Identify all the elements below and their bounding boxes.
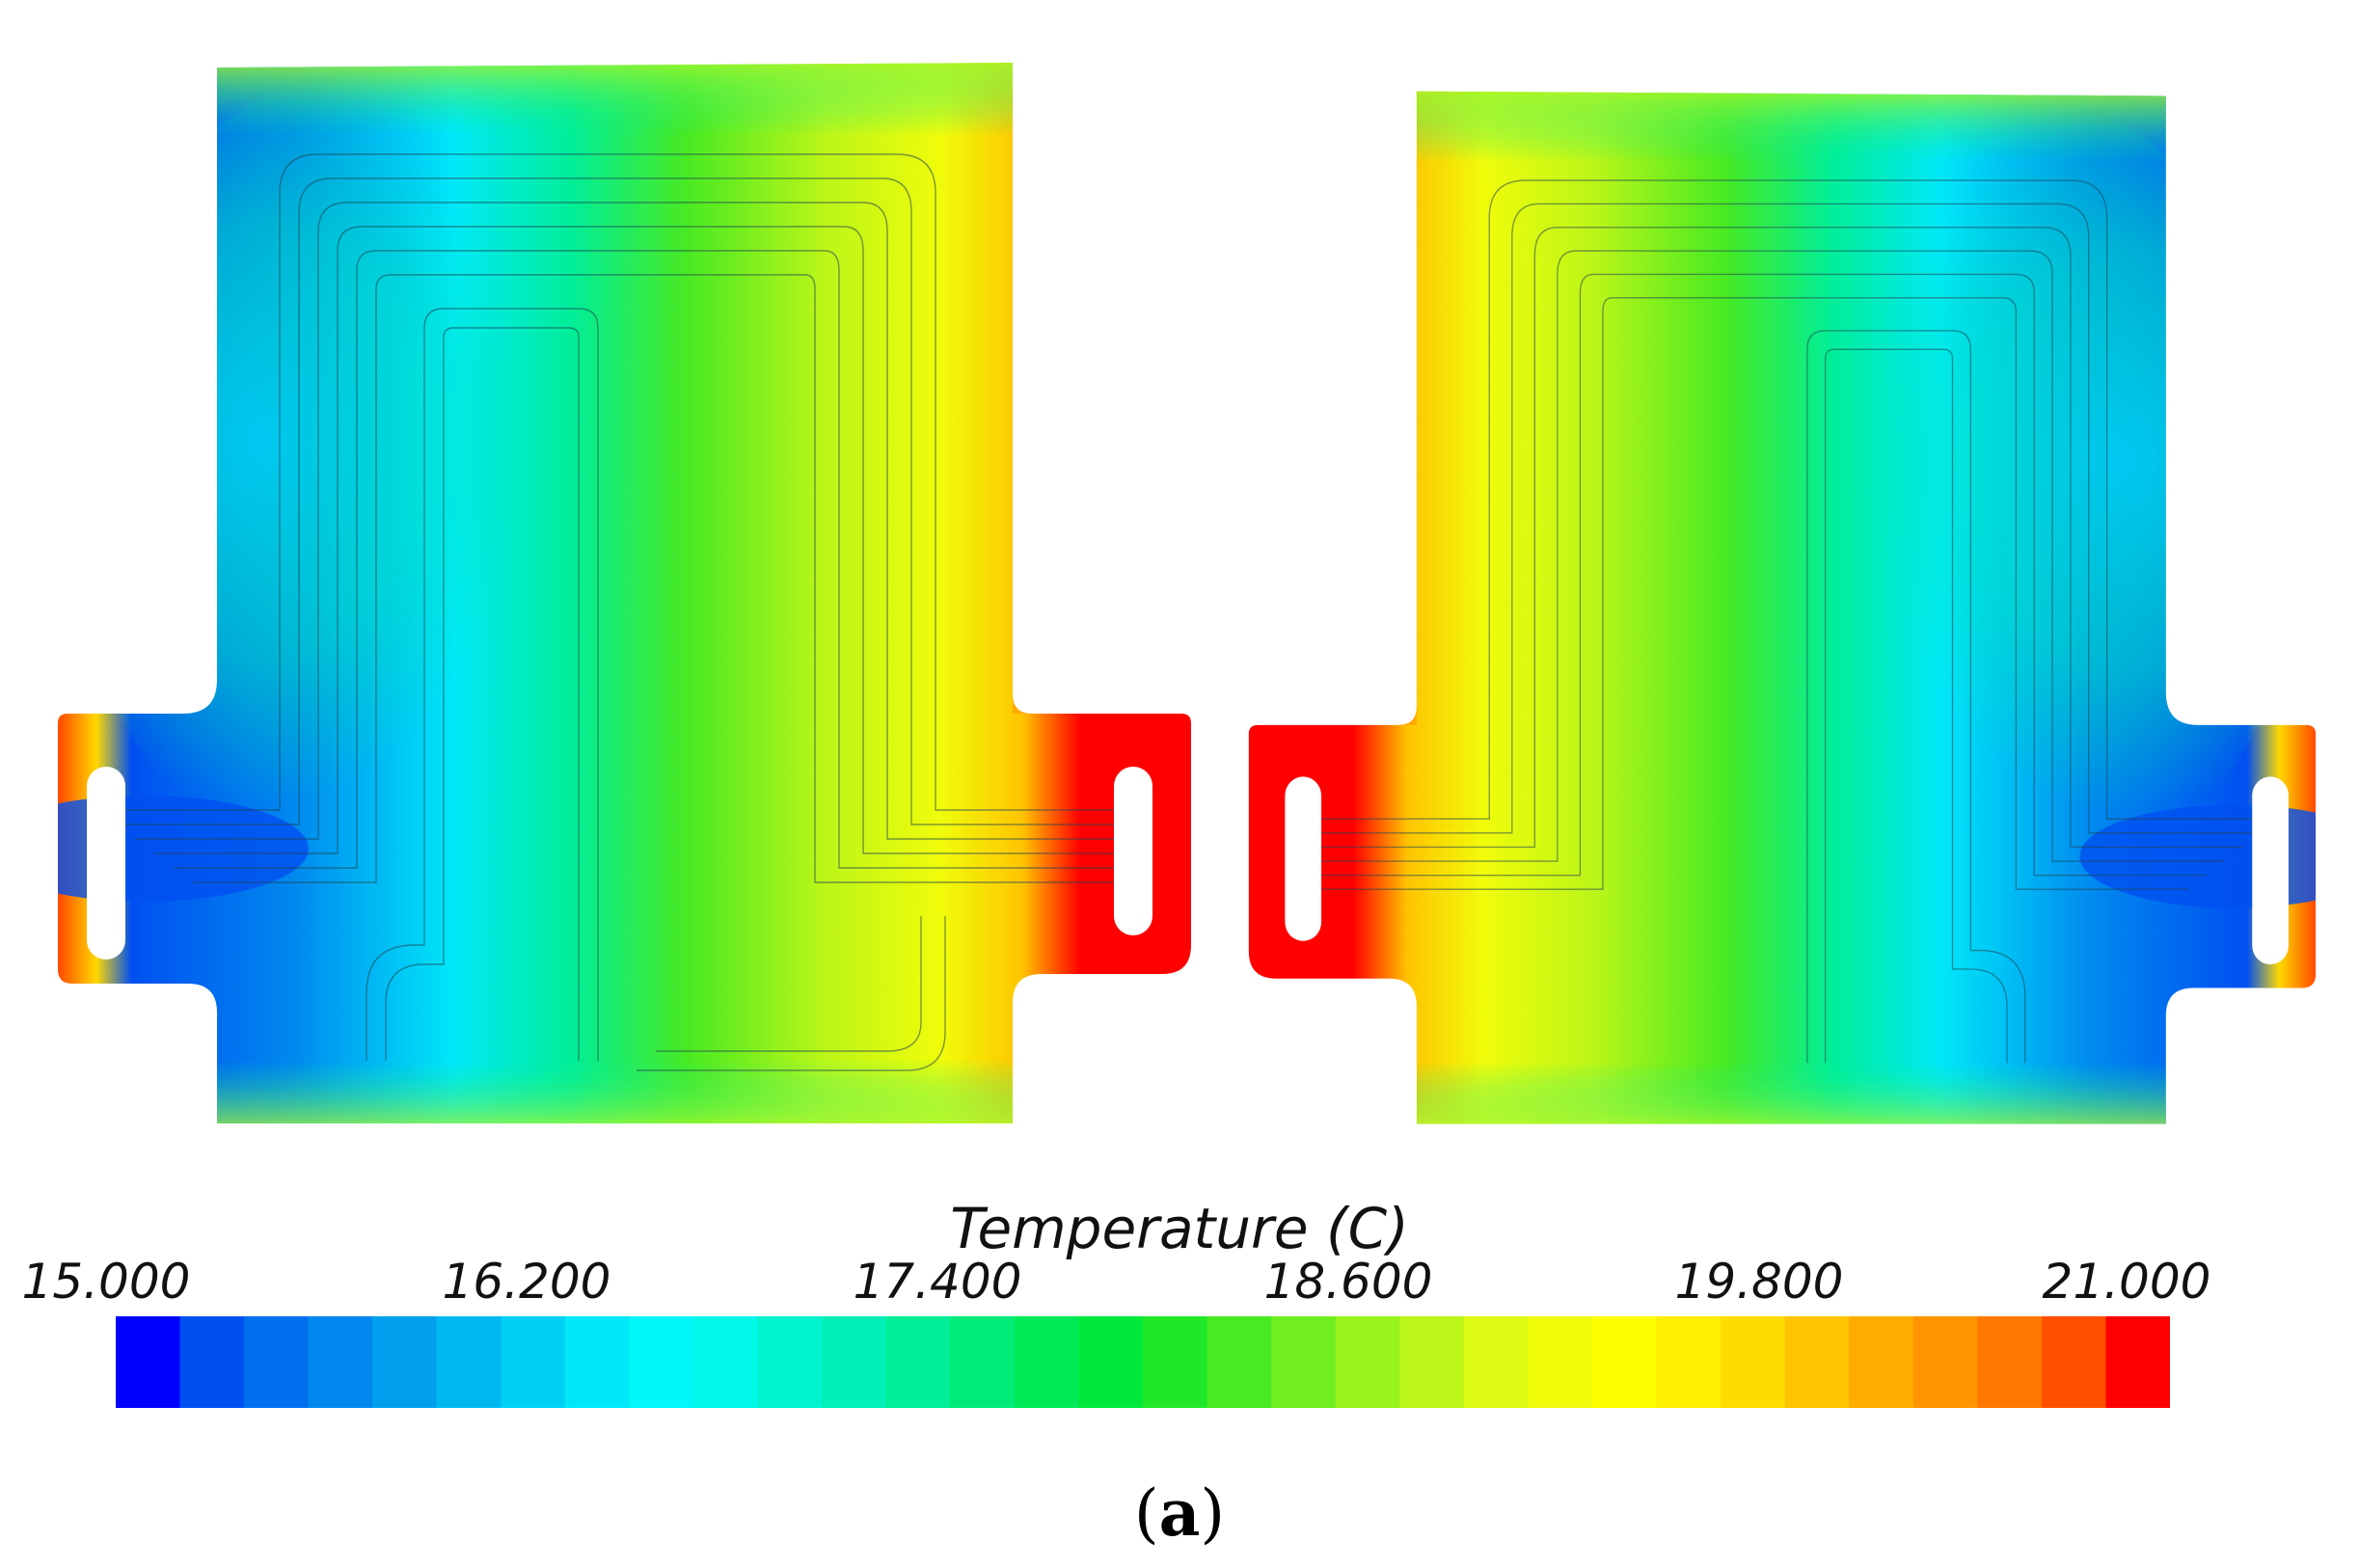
colorbar-band: [885, 1316, 951, 1408]
colorbar-band: [1207, 1316, 1272, 1408]
colorbar-tick-label: 17.400: [853, 1254, 1022, 1310]
colorbar-band: [2105, 1316, 2170, 1408]
colorbar-band: [1849, 1316, 1914, 1408]
colorbar-tick-label: 16.200: [442, 1254, 611, 1310]
plate-left-contour: [58, 63, 1191, 1123]
colorbar-band: [179, 1316, 245, 1408]
colorbar-band: [1528, 1316, 1593, 1408]
colorbar-band: [372, 1316, 438, 1408]
colorbar-band: [2041, 1316, 2107, 1408]
colorbar-band: [564, 1316, 631, 1408]
panel-label-close: ): [1200, 1476, 1226, 1551]
colorbar-tick-label: 18.600: [1263, 1254, 1433, 1310]
colorbar-tick-label: 19.800: [1674, 1254, 1844, 1310]
colorbar-band: [1656, 1316, 1722, 1408]
colorbar-band: [1721, 1316, 1786, 1408]
colorbar-band: [1014, 1316, 1080, 1408]
colorbar-band: [244, 1316, 310, 1408]
colorbar-band: [1591, 1316, 1658, 1408]
colorbar-band: [308, 1316, 373, 1408]
panel-label: (a): [0, 1475, 2359, 1551]
colorbar-band: [116, 1316, 181, 1408]
colorbar-band: [501, 1316, 566, 1408]
colorbar-band: [1784, 1316, 1850, 1408]
colorbar-band: [1399, 1316, 1465, 1408]
colorbar-band: [1335, 1316, 1400, 1408]
colorbar-band: [757, 1316, 823, 1408]
colorbar-band: [1143, 1316, 1208, 1408]
panel-label-letter: a: [1158, 1475, 1201, 1551]
colorbar-band: [822, 1316, 887, 1408]
plate-right-contour: [1248, 91, 2317, 1124]
colorbar-band: [629, 1316, 694, 1408]
colorbar: [116, 1316, 2170, 1408]
colorbar-band: [1912, 1316, 1978, 1408]
colorbar-band: [1463, 1316, 1529, 1408]
colorbar-band: [436, 1316, 502, 1408]
colorbar-band: [1271, 1316, 1337, 1408]
colorbar-band: [1977, 1316, 2043, 1408]
panel-label-open: (: [1133, 1476, 1159, 1551]
colorbar-band: [950, 1316, 1016, 1408]
colorbar-tick-label: 15.000: [21, 1254, 191, 1310]
colorbar-band: [1078, 1316, 1144, 1408]
colorbar-title: Temperature (C): [950, 1196, 1409, 1261]
colorbar-band: [693, 1316, 759, 1408]
colorbar-tick-label: 21.000: [2042, 1254, 2211, 1310]
